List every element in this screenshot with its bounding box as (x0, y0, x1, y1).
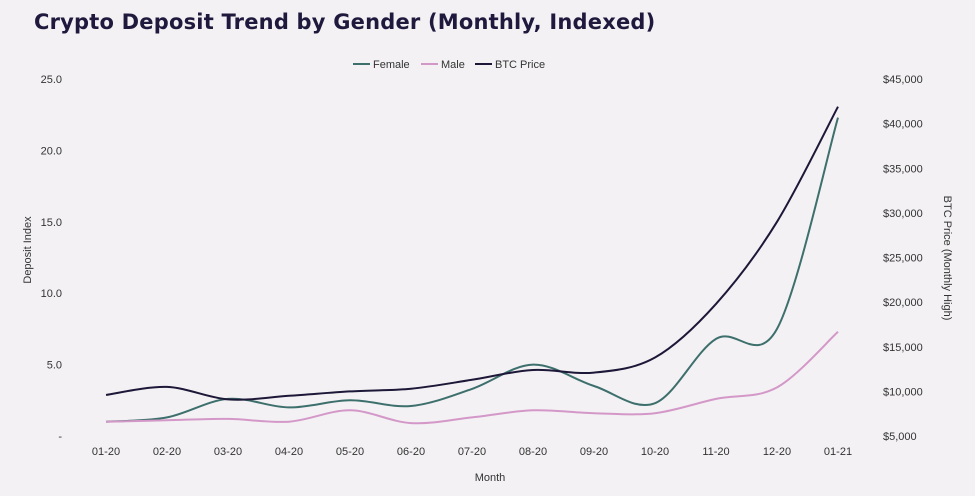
male-series-line (105, 331, 839, 425)
x-tick-label: 02-20 (153, 446, 181, 458)
left-tick-label: 15.0 (41, 217, 62, 229)
y2-axis-label: BTC Price (Monthly High) (941, 196, 953, 321)
x-tick-label: 03-20 (214, 446, 242, 458)
left-tick-label: 25.0 (41, 74, 62, 86)
right-tick-label: $45,000 (883, 74, 923, 86)
right-tick-label: $30,000 (883, 208, 923, 220)
female-series-line (105, 117, 839, 423)
right-tick-label: $10,000 (883, 386, 923, 398)
x-tick-label: 01-21 (824, 446, 852, 458)
x-tick-label: 09-20 (580, 446, 608, 458)
x-tick-label: 12-20 (763, 446, 791, 458)
x-tick-label: 04-20 (275, 446, 303, 458)
x-tick-label: 01-20 (92, 446, 120, 458)
left-tick-label: 5.0 (47, 360, 62, 372)
y-axis-label: Deposit Index (22, 216, 34, 284)
x-tick-label: 05-20 (336, 446, 364, 458)
btc-price-series-line (105, 106, 839, 401)
right-tick-label: $25,000 (883, 253, 923, 265)
legend-label-male: Male (441, 59, 465, 71)
x-tick-label: 08-20 (519, 446, 547, 458)
x-axis-ticks: 01-20 02-20 03-20 04-20 05-20 06-20 07-20 08-20… (92, 446, 852, 458)
right-axis-ticks: $45,000 $40,000 $35,000 $30,000 $25,000 $20,0… (883, 74, 923, 443)
left-tick-label: - (58, 431, 62, 443)
left-tick-label: 10.0 (41, 288, 62, 300)
x-tick-label: 06-20 (397, 446, 425, 458)
left-tick-label: 20.0 (41, 145, 62, 157)
right-tick-label: $40,000 (883, 119, 923, 131)
x-tick-label: 11-20 (702, 446, 729, 458)
legend-label-female: Female (373, 59, 410, 71)
legend-label-btc-price: BTC Price (495, 59, 545, 71)
chart-title: Crypto Deposit Trend by Gender (Monthly,… (34, 10, 656, 34)
x-axis-label: Month (475, 472, 506, 484)
x-tick-label: 10-20 (641, 446, 669, 458)
x-tick-label: 07-20 (458, 446, 486, 458)
right-tick-label: $35,000 (883, 163, 923, 175)
right-tick-label: $20,000 (883, 297, 923, 309)
legend: Female Male BTC Price (353, 59, 545, 71)
right-tick-label: $5,000 (883, 431, 917, 443)
right-tick-label: $15,000 (883, 342, 923, 354)
left-axis-ticks: 25.0 20.0 15.0 10.0 5.0 - (41, 74, 63, 443)
series-lines (105, 106, 839, 425)
